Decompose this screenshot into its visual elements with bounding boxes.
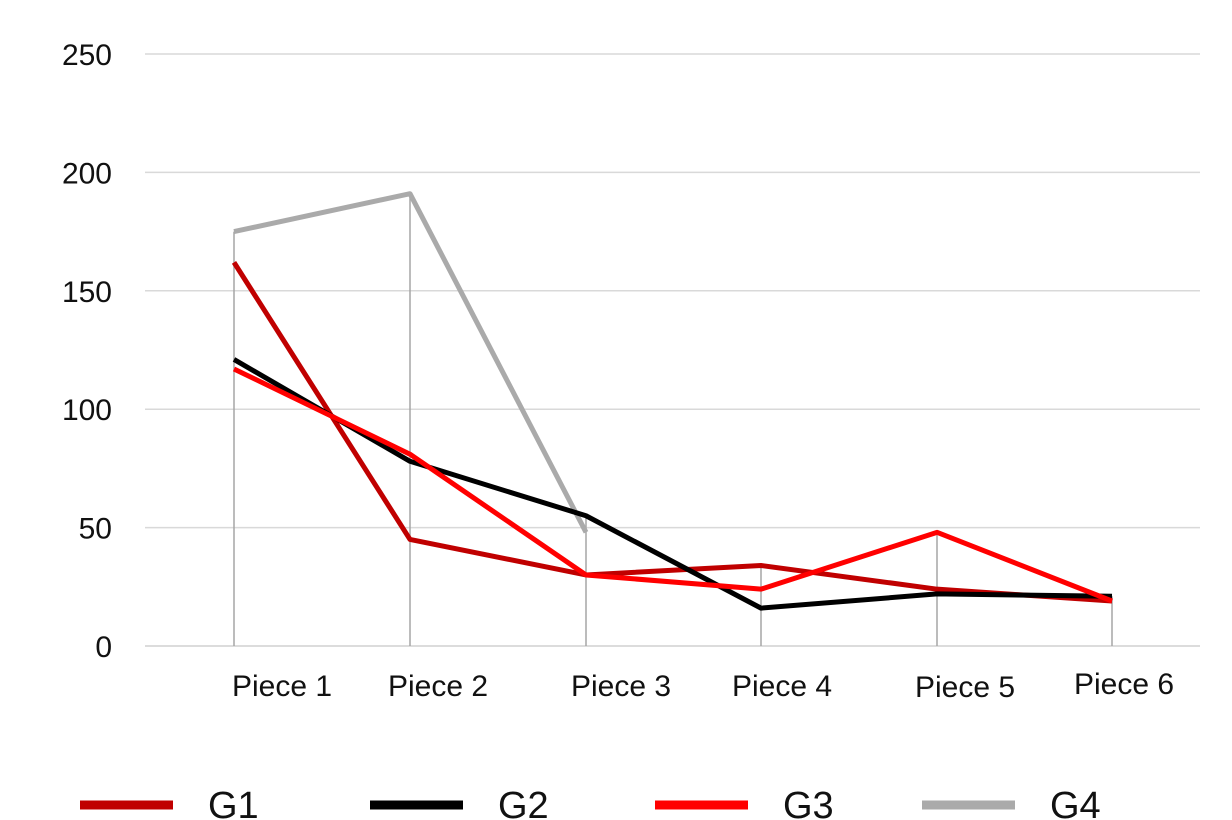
legend-label: G2: [498, 785, 549, 820]
y-axis-labels: 0 50 100 150 200 250: [62, 39, 112, 664]
legend-label: G1: [208, 785, 259, 820]
gridlines: [145, 53, 1200, 647]
y-tick-label: 100: [62, 394, 112, 427]
legend-label: G3: [783, 785, 834, 820]
y-tick-label: 250: [62, 39, 112, 72]
y-tick-label: 200: [62, 157, 112, 190]
x-tick-label: Piece 1: [232, 670, 332, 703]
series-lines: [231, 191, 1113, 611]
legend: G1 G2 G3 G4: [80, 785, 1101, 820]
y-tick-label: 0: [95, 631, 112, 664]
x-tick-label: Piece 4: [732, 670, 832, 703]
legend-label: G4: [1050, 785, 1101, 820]
series-line-g4: [233, 191, 589, 534]
y-tick-label: 50: [79, 513, 112, 546]
x-tick-label: Piece 2: [388, 670, 488, 703]
x-tick-label: Piece 5: [915, 671, 1015, 704]
y-tick-label: 150: [62, 276, 112, 309]
drop-lines: [233, 193, 1113, 646]
x-axis-labels: Piece 1 Piece 2 Piece 3 Piece 4 Piece 5 Piece…: [232, 668, 1174, 704]
x-tick-label: Piece 3: [571, 670, 671, 703]
x-tick-label: Piece 6: [1074, 668, 1174, 701]
series-line-g3: [232, 366, 1113, 604]
series-line-g2: [232, 357, 1113, 611]
series-line-g1: [231, 261, 1113, 604]
